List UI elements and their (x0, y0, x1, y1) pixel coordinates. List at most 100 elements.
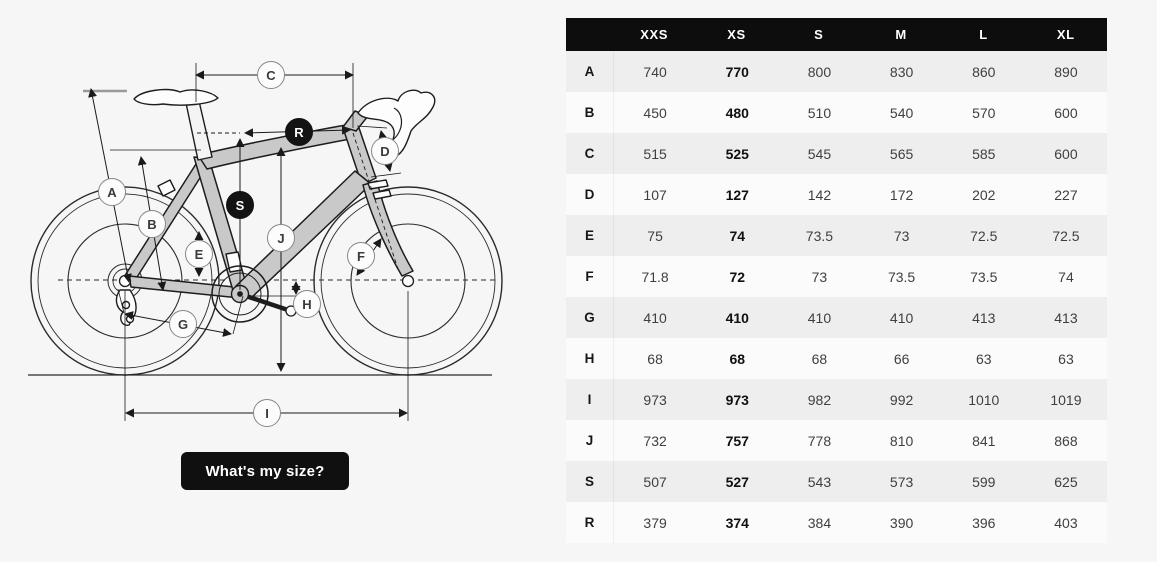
size-cell: 68 (811, 350, 828, 367)
size-cell: 68 (647, 350, 663, 367)
row-label-b: B (566, 92, 614, 133)
size-cell: 1010 (968, 391, 1000, 408)
size-cell: 868 (1054, 432, 1078, 449)
size-cell: 480 (725, 104, 749, 121)
row-label-r: R (566, 502, 614, 543)
size-cell: 73.5 (887, 268, 916, 285)
dimension-badge-e: E (185, 240, 213, 268)
dimension-badge-d: D (371, 137, 399, 165)
size-cell: 107 (643, 186, 667, 203)
size-cell: 757 (725, 432, 749, 449)
size-cell: 543 (807, 473, 832, 490)
row-label-f: F (566, 256, 614, 297)
size-cell: 75 (647, 227, 663, 244)
size-cell: 410 (889, 309, 914, 326)
size-cell: 973 (725, 391, 749, 408)
saddle (133, 88, 219, 106)
size-cell: 507 (643, 473, 667, 490)
size-cell: 565 (889, 145, 914, 162)
size-cell: 841 (972, 432, 996, 449)
size-cell: 74 (729, 227, 746, 244)
size-cell: 770 (725, 63, 749, 80)
column-header-xl: XL (1056, 27, 1075, 42)
dimension-badge-j: J (267, 224, 295, 252)
size-cell: 982 (807, 391, 832, 408)
column-header-m: M (895, 27, 907, 42)
size-cell: 1019 (1050, 391, 1082, 408)
table-row-c: C 515 525 545 565 585 600 (566, 133, 1107, 174)
size-cell: 390 (889, 514, 914, 531)
size-cell: 71.8 (641, 268, 669, 285)
table-row-h: H 68 68 68 66 63 63 (566, 338, 1107, 379)
size-cell: 860 (972, 63, 996, 80)
column-header-xs: XS (727, 27, 746, 42)
column-header-xxs: XXS (640, 27, 669, 42)
dimension-badge-i: I (253, 399, 281, 427)
size-cell: 510 (807, 104, 832, 121)
size-cell: 527 (725, 473, 749, 490)
size-cell: 973 (643, 391, 667, 408)
dimension-lines (83, 63, 409, 421)
size-cell: 600 (1054, 145, 1078, 162)
size-cell: 573 (889, 473, 914, 490)
table-body: A 740 770 800 830 860 890 B 450 480 510 540 570 600 C 5… (566, 51, 1107, 543)
size-cell: 450 (643, 104, 667, 121)
size-cell: 379 (643, 514, 667, 531)
size-cell: 172 (889, 186, 914, 203)
table-header-row: XXS XS S M L XL (566, 18, 1107, 51)
size-cell: 72.5 (1052, 227, 1080, 244)
size-cell: 410 (643, 309, 667, 326)
table-row-r: R 379 374 384 390 396 403 (566, 502, 1107, 543)
column-header-s: S (814, 27, 824, 42)
size-cell: 68 (729, 350, 746, 367)
size-cell: 410 (725, 309, 749, 326)
size-cell: 540 (889, 104, 914, 121)
table-row-a: A 740 770 800 830 860 890 (566, 51, 1107, 92)
size-cell: 396 (972, 514, 996, 531)
table-row-d: D 107 127 142 172 202 227 (566, 174, 1107, 215)
size-cell: 890 (1054, 63, 1078, 80)
whats-my-size-button[interactable]: What's my size? (181, 452, 349, 490)
geometry-table: XXS XS S M L XL A 740 770 800 830 860 890 B 450 480 510… (566, 18, 1107, 543)
table-row-f: F 71.8 72 73 73.5 73.5 74 (566, 256, 1107, 297)
row-label-d: D (566, 174, 614, 215)
size-cell: 73.5 (805, 227, 834, 244)
size-cell: 73 (811, 268, 828, 285)
size-cell: 830 (889, 63, 914, 80)
size-cell: 66 (893, 350, 910, 367)
size-cell: 570 (972, 104, 996, 121)
size-cell: 600 (1054, 104, 1078, 121)
size-cell: 202 (972, 186, 996, 203)
size-cell: 127 (725, 186, 749, 203)
column-header-l: L (979, 27, 988, 42)
table-row-e: E 75 74 73.5 73 72.5 72.5 (566, 215, 1107, 256)
table-row-i: I 973 973 982 992 1010 1019 (566, 379, 1107, 420)
size-cell: 413 (972, 309, 996, 326)
dimension-badge-a: A (98, 178, 126, 206)
size-cell: 992 (889, 391, 914, 408)
size-cell: 227 (1054, 186, 1078, 203)
dimension-badge-r: R (285, 118, 313, 146)
row-label-s: S (566, 461, 614, 502)
size-cell: 374 (725, 514, 749, 531)
dimension-badge-f: F (347, 242, 375, 270)
size-cell: 778 (807, 432, 832, 449)
table-row-b: B 450 480 510 540 570 600 (566, 92, 1107, 133)
row-label-h: H (566, 338, 614, 379)
size-cell: 73 (893, 227, 910, 244)
size-cell: 72.5 (970, 227, 998, 244)
dimension-badge-h: H (293, 290, 321, 318)
table-row-g: G 410 410 410 410 413 413 (566, 297, 1107, 338)
size-cell: 384 (807, 514, 832, 531)
row-label-g: G (566, 297, 614, 338)
handlebar (357, 89, 436, 157)
size-cell: 515 (643, 145, 667, 162)
size-cell: 410 (807, 309, 832, 326)
table-row-s: S 507 527 543 573 599 625 (566, 461, 1107, 502)
size-cell: 732 (643, 432, 667, 449)
size-cell: 74 (1058, 268, 1074, 285)
size-cell: 63 (975, 350, 992, 367)
size-cell: 142 (807, 186, 832, 203)
